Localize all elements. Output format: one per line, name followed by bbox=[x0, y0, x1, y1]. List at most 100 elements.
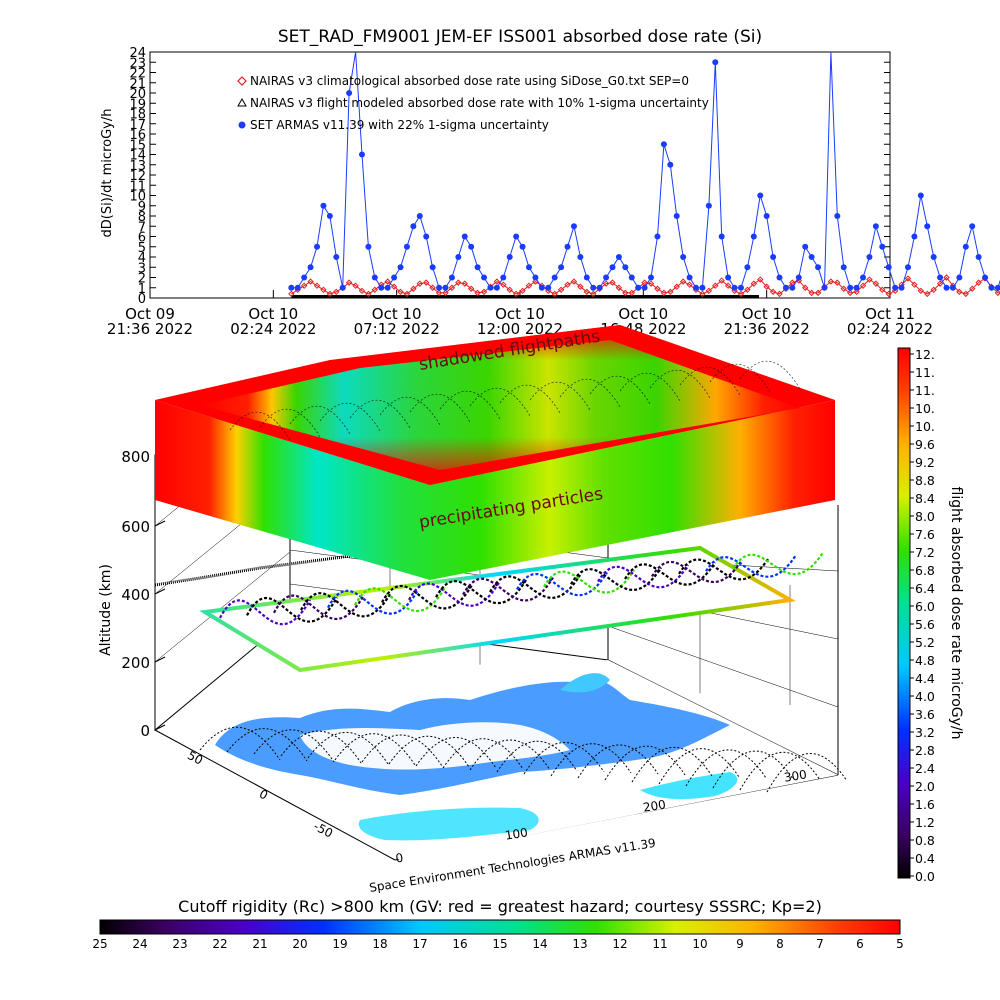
ground-track bbox=[280, 730, 362, 764]
point-armas bbox=[609, 264, 616, 271]
point-armas bbox=[551, 274, 558, 281]
point-armas bbox=[648, 274, 655, 281]
y-tick-label: 1 bbox=[138, 282, 146, 297]
point-armas bbox=[391, 274, 398, 281]
landmass bbox=[560, 673, 610, 693]
point-nairas-climatological bbox=[846, 289, 854, 297]
point-armas bbox=[487, 284, 494, 291]
colorbar-tick-label: 23 bbox=[172, 937, 187, 951]
point-nairas-climatological bbox=[358, 287, 366, 295]
point-nairas-climatological bbox=[480, 288, 488, 296]
point-nairas-climatological bbox=[969, 285, 976, 292]
colorbar-tick-label: 1.2 bbox=[915, 815, 935, 830]
point-nairas-climatological bbox=[808, 289, 815, 297]
point-nairas-climatological bbox=[615, 284, 623, 291]
point-nairas-climatological bbox=[474, 289, 481, 297]
shadowed-track bbox=[349, 400, 411, 429]
point-nairas-climatological bbox=[506, 286, 513, 294]
orbit-sheet-plane bbox=[199, 545, 797, 673]
colorbar-tick-label: 5.2 bbox=[915, 635, 935, 650]
point-nairas-climatological bbox=[679, 278, 687, 285]
point-armas bbox=[686, 274, 693, 281]
point-nairas-climatological bbox=[345, 279, 353, 286]
altitude-ticks: 0 200 400 600 800 bbox=[121, 448, 166, 740]
point-nairas-climatological bbox=[917, 287, 925, 295]
colorbar-tick-label: 10 bbox=[692, 937, 707, 951]
altitude-tick-label: 0 bbox=[140, 722, 150, 740]
point-nairas-climatological bbox=[827, 278, 835, 285]
point-armas bbox=[975, 254, 982, 260]
point-armas bbox=[596, 284, 603, 291]
y-tick-label: 14 bbox=[129, 149, 146, 164]
point-nairas-climatological bbox=[390, 283, 398, 290]
orbit-track bbox=[732, 551, 824, 576]
ground-track bbox=[442, 738, 524, 770]
point-armas bbox=[506, 254, 513, 260]
point-nairas-climatological bbox=[757, 276, 764, 283]
point-nairas-climatological bbox=[461, 280, 468, 287]
point-armas bbox=[712, 59, 719, 66]
latitude-tick-label: 50 bbox=[185, 748, 205, 768]
colorbar-tick-label: 11 bbox=[652, 937, 667, 951]
point-nairas-climatological bbox=[660, 289, 668, 297]
shadowed-track bbox=[229, 412, 291, 441]
longitude-tick-label: 100 bbox=[504, 825, 529, 842]
point-armas bbox=[429, 264, 436, 271]
point-armas bbox=[500, 274, 507, 281]
colorbar-tick-label: 2.8 bbox=[915, 743, 935, 758]
colorbar-tick-label: 21 bbox=[252, 937, 267, 951]
ground-track bbox=[226, 728, 308, 762]
colorbar-tick-label: 4.8 bbox=[915, 653, 935, 668]
colorbar-tick-label: 7.6 bbox=[915, 527, 935, 542]
colorbar-tick-label: 18 bbox=[372, 937, 387, 951]
altitude-tick-mark bbox=[154, 588, 166, 595]
colorbar-tick-label: 0.0 bbox=[915, 869, 935, 884]
y-tick-label: 18 bbox=[129, 108, 146, 123]
point-armas bbox=[410, 223, 417, 230]
point-armas bbox=[320, 202, 327, 209]
point-armas bbox=[641, 284, 648, 291]
orbit-track bbox=[273, 594, 365, 620]
point-armas bbox=[622, 264, 629, 271]
point-armas bbox=[660, 141, 667, 148]
colorbar-tick-label: 12. bbox=[915, 347, 935, 362]
y-tick-label: 12 bbox=[129, 169, 146, 184]
point-nairas-climatological bbox=[859, 282, 867, 289]
point-armas bbox=[339, 284, 346, 291]
altitude-tick-label: 600 bbox=[121, 518, 150, 536]
point-nairas-climatological bbox=[602, 280, 610, 287]
shadowed-track bbox=[469, 388, 531, 417]
point-armas bbox=[455, 254, 462, 260]
colorbar-tick-label: 9.6 bbox=[915, 437, 935, 452]
point-nairas-climatological bbox=[397, 288, 404, 296]
colorbar-tick-label: 25 bbox=[92, 937, 107, 951]
orbit-track bbox=[327, 589, 419, 615]
point-nairas-climatological bbox=[776, 290, 783, 298]
point-armas bbox=[577, 254, 584, 260]
grid-line bbox=[607, 625, 839, 708]
point-armas bbox=[930, 254, 937, 260]
point-nairas-climatological bbox=[802, 284, 809, 291]
point-armas bbox=[872, 223, 879, 230]
colorbar-tick-label: 10. bbox=[915, 401, 935, 416]
point-nairas-climatological bbox=[570, 278, 578, 285]
point-nairas-climatological bbox=[943, 274, 950, 281]
point-nairas-climatological bbox=[320, 286, 327, 294]
colorbar-tick-label: 6.4 bbox=[915, 581, 935, 596]
altitude-tick-label: 400 bbox=[121, 586, 150, 604]
y-tick-label: 17 bbox=[129, 118, 146, 133]
y-tick-label: 7 bbox=[138, 220, 146, 235]
point-armas bbox=[423, 233, 430, 240]
point-armas bbox=[815, 264, 822, 271]
point-armas bbox=[795, 274, 802, 281]
y-tick-label: 23 bbox=[129, 56, 146, 71]
colorbar-tick-label: 2.4 bbox=[915, 761, 935, 776]
shadowed-track bbox=[379, 397, 441, 426]
colorbar-tick-label: 16 bbox=[452, 937, 467, 951]
shadowed-track bbox=[409, 394, 471, 423]
point-armas bbox=[538, 284, 545, 291]
colorbar-tick-label: 22 bbox=[212, 937, 227, 951]
point-armas bbox=[436, 284, 443, 291]
y-tick-label: 19 bbox=[129, 97, 146, 112]
